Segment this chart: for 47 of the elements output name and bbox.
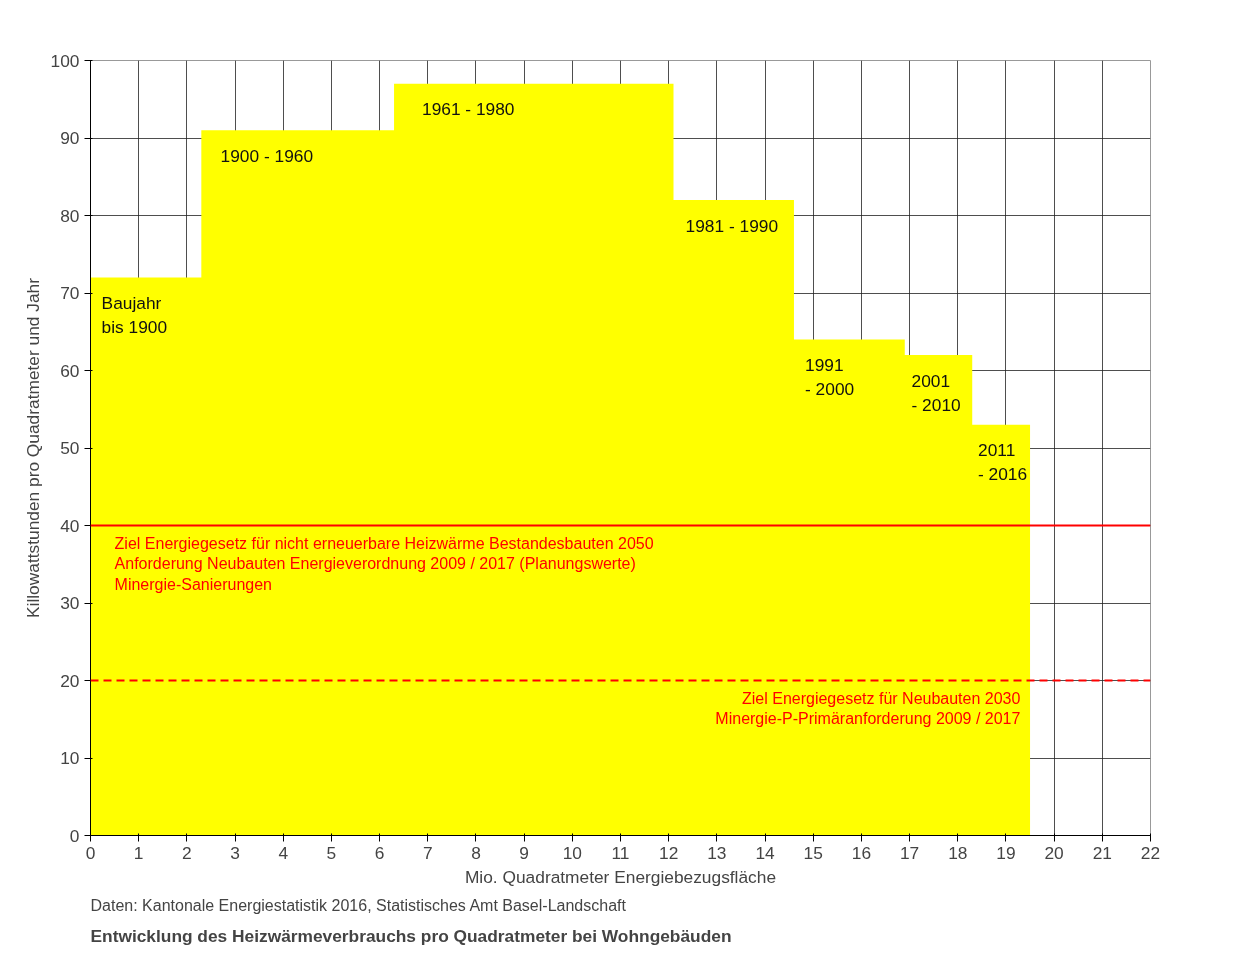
annotation: Baujahr bis 1900: [101, 293, 168, 337]
y-tick-label: 10: [60, 748, 80, 768]
x-tick-label: 20: [1044, 842, 1064, 863]
x-tick-label: 2: [182, 842, 192, 863]
x-tick-label: 13: [707, 842, 727, 863]
annotation: 1981 - 1990: [685, 215, 779, 236]
x-tick-label: 4: [278, 842, 289, 863]
y-tick-label: 100: [50, 50, 80, 71]
annotation: 1991 - 2000: [805, 355, 855, 399]
ref-line-label: Ziel Energiegesetz für nicht erneuerbare Heizwärme Bestandesbauten 2050 Anforderung Neubauten Energieverordnung 2009 / 2017 (Planungswerte) Minergie-Sanierungen: [114, 534, 654, 593]
x-tick-label: 19: [996, 842, 1016, 863]
x-tick-label: 18: [948, 842, 968, 863]
x-tick-label: 14: [755, 842, 776, 863]
y-tick-label: 70: [60, 283, 80, 303]
y-tick-label: 80: [60, 205, 80, 226]
x-tick-label: 22: [1140, 842, 1161, 863]
x-tick-label: 16: [851, 842, 872, 863]
text: Daten: Kantonale Energiestatistik 2016, Statistisches Amt Basel-Landschaft: [90, 896, 627, 914]
x-tick-label: 15: [803, 842, 823, 863]
x-tick-label: 7: [422, 842, 433, 863]
y-tick-label: 90: [60, 128, 80, 148]
ref-line-label: Ziel Energiegesetz für Neubauten 2030 Minergie-P-Primäranforderung 2009 / 2017: [715, 689, 1021, 728]
x-tick-label: 8: [471, 842, 481, 863]
x-axis-title: Mio. Quadratmeter Energiebezugsfläche: [464, 866, 777, 887]
x-tick-label: 5: [326, 842, 337, 863]
text: Entwicklung des Heizwärmeverbrauchs pro Quadratmeter bei Wohngebäuden: [90, 925, 732, 946]
annotation: 1900 - 1960: [220, 145, 314, 166]
x-tick-label: 12: [659, 842, 679, 863]
x-tick-label: 21: [1092, 842, 1112, 863]
annotation: 2011 - 2016: [978, 440, 1028, 485]
y-tick-label: 60: [60, 360, 80, 381]
x-tick-label: 9: [519, 842, 529, 863]
y-tick-label: 20: [60, 670, 80, 691]
x-tick-label: 6: [374, 842, 385, 863]
y-tick-label: 50: [60, 438, 80, 458]
y-tick-label: 30: [60, 593, 80, 613]
annotation: 2001 - 2010: [911, 370, 961, 415]
y-axis-title: Killowattstunden pro Quadratmeter und Jahr: [22, 277, 43, 619]
y-tick-label: 40: [60, 515, 80, 536]
x-tick-label: 1: [133, 842, 144, 863]
x-tick-label: 10: [562, 842, 582, 863]
annotation: 1961 - 1980: [421, 99, 515, 120]
y-tick-label: 0: [69, 825, 80, 846]
x-tick-label: 11: [611, 842, 630, 863]
x-tick-label: 0: [85, 842, 96, 863]
x-tick-label: 3: [230, 842, 240, 863]
x-tick-label: 17: [899, 842, 920, 863]
